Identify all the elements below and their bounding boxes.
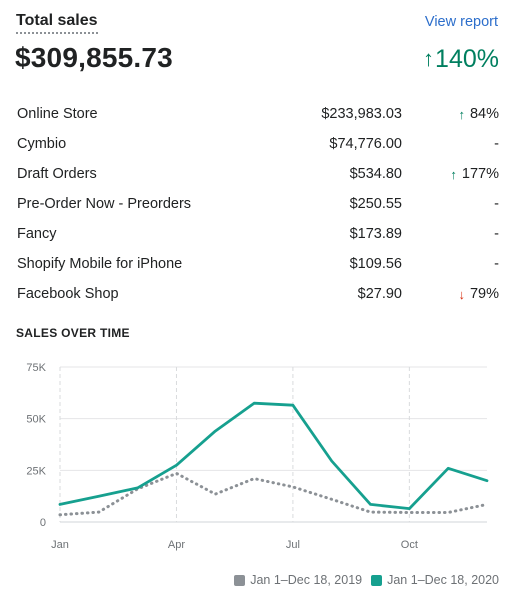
channel-change: -	[402, 226, 499, 242]
total-change-value: 140%	[435, 45, 499, 73]
channel-amount: $109.56	[349, 256, 402, 272]
channel-change: -	[402, 196, 499, 212]
channel-name: Fancy	[17, 226, 57, 242]
y-tick-label: 75K	[26, 362, 46, 374]
chart-title: SALES OVER TIME	[16, 326, 130, 340]
channel-change-value: -	[494, 256, 499, 272]
channel-change-value: -	[494, 196, 499, 212]
channel-change: ↑ 177%	[402, 166, 499, 182]
legend-label: Jan 1–Dec 18, 2020	[387, 573, 499, 587]
y-tick-label: 50K	[26, 414, 46, 426]
card-title[interactable]: Total sales	[16, 11, 98, 34]
total-sales-value: $309,855.73	[15, 42, 173, 73]
channel-row: Pre-Order Now - Preorders $250.55 -	[17, 189, 499, 219]
channel-name: Draft Orders	[17, 166, 97, 182]
x-tick-label: Jan	[51, 539, 69, 551]
channel-change: -	[402, 136, 499, 152]
x-tick-label: Apr	[168, 539, 185, 551]
channel-name: Online Store	[17, 106, 98, 122]
channel-amount: $233,983.03	[321, 106, 402, 122]
channel-row: Cymbio $74,776.00 -	[17, 129, 499, 159]
sales-by-channel-list: Online Store $233,983.03 ↑ 84% Cymbio $74,776…	[17, 99, 499, 309]
channel-change-value: 177%	[461, 166, 499, 182]
legend-swatch	[371, 574, 383, 586]
legend-item[interactable]: Jan 1–Dec 18, 2019	[234, 573, 362, 587]
channel-name: Facebook Shop	[17, 286, 119, 302]
arrow-up-icon: ↑	[423, 46, 435, 71]
arrow-down-icon: ↓	[458, 286, 465, 302]
y-tick-label: 0	[40, 517, 46, 529]
legend-item[interactable]: Jan 1–Dec 18, 2020	[371, 573, 499, 587]
x-tick-label: Oct	[401, 539, 418, 551]
series-line-2020	[58, 401, 489, 511]
legend-swatch	[234, 574, 246, 586]
channel-change-value: -	[494, 136, 499, 152]
channel-name: Shopify Mobile for iPhone	[17, 256, 183, 272]
y-tick-label: 25K	[26, 465, 46, 477]
arrow-up-icon: ↑	[450, 166, 457, 182]
channel-name: Pre-Order Now - Preorders	[17, 196, 192, 212]
channel-change-value: 84%	[469, 106, 499, 122]
x-tick-label: Jul	[286, 539, 300, 551]
arrow-up-icon: ↑	[458, 106, 465, 122]
chart-legend: Jan 1–Dec 18, 2019 Jan 1–Dec 18, 2020	[225, 573, 499, 587]
channel-change-value: 79%	[469, 286, 499, 302]
channel-change: ↑ 84%	[402, 106, 499, 122]
channel-amount: $74,776.00	[329, 136, 402, 152]
series-line-2019	[58, 471, 489, 517]
channel-row: Fancy $173.89 -	[17, 219, 499, 249]
channel-change: ↓ 79%	[402, 286, 499, 302]
view-report-link[interactable]: View report	[424, 14, 498, 30]
channel-row: Shopify Mobile for iPhone $109.56 -	[17, 249, 499, 279]
channel-amount: $173.89	[349, 226, 402, 242]
legend-label: Jan 1–Dec 18, 2019	[250, 573, 363, 587]
channel-change-value: -	[494, 226, 499, 242]
channel-amount: $27.90	[357, 286, 402, 302]
channel-amount: $534.80	[349, 166, 402, 182]
sales-over-time-chart: 75K 50K 25K 0 Jan Apr Jul Oct	[26, 362, 489, 551]
channel-row: Draft Orders $534.80 ↑ 177%	[17, 159, 499, 189]
channel-name: Cymbio	[17, 136, 67, 152]
channel-row: Online Store $233,983.03 ↑ 84%	[17, 99, 499, 129]
channel-change: -	[402, 256, 499, 272]
channel-row: Facebook Shop $27.90 ↓ 79%	[17, 279, 499, 309]
total-change: ↑ 140%	[423, 42, 499, 76]
channel-amount: $250.55	[349, 196, 402, 212]
